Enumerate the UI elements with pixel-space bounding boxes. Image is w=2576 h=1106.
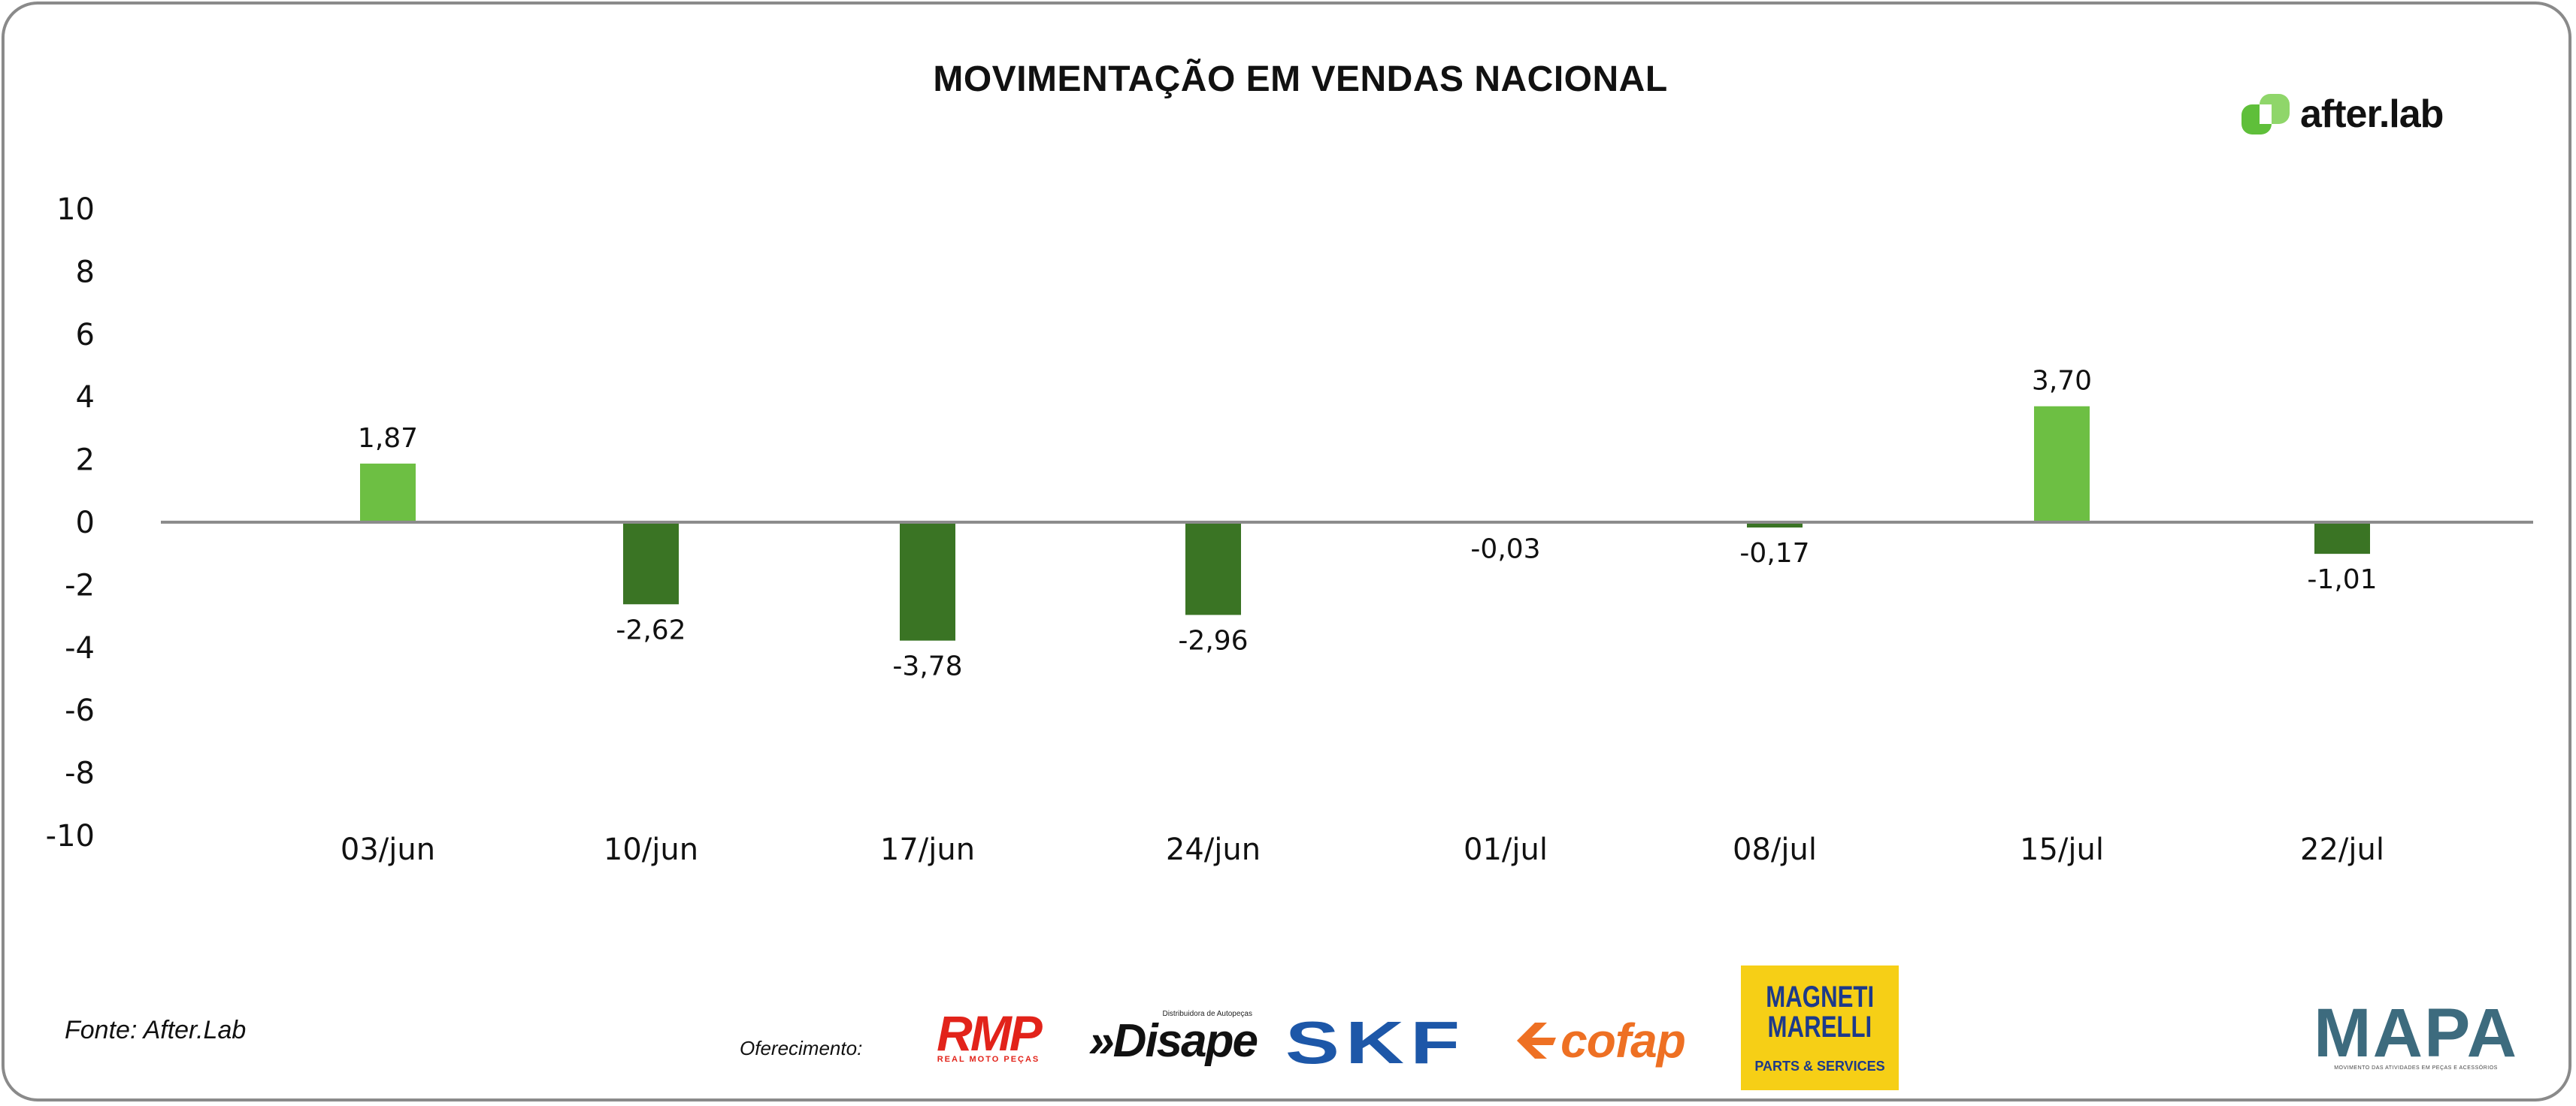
- bar: [2314, 522, 2370, 555]
- skf-logo-text: SKF: [1285, 1009, 1467, 1076]
- rmp-logo-tagline: REAL MOTO PEÇAS: [937, 1055, 1040, 1064]
- y-tick-label: 6: [76, 318, 95, 352]
- bar: [1747, 522, 1803, 528]
- magneti-logo-tagline: PARTS & SERVICES: [1754, 1058, 1885, 1074]
- skf-logo: SKF: [1278, 1009, 1473, 1076]
- x-tick-label: 24/jun: [1166, 833, 1261, 867]
- chart-title: MOVIMENTAÇÃO EM VENDAS NACIONAL: [933, 59, 1668, 99]
- x-tick-label: 08/jul: [1733, 833, 1817, 867]
- x-tick-label: 03/jun: [341, 833, 435, 867]
- bar: [623, 522, 679, 605]
- y-tick-label: 4: [76, 380, 95, 415]
- y-tick-label: -6: [65, 694, 95, 728]
- magneti-logo-line1: MAGNETI: [1766, 980, 1874, 1014]
- rmp-logo-text: RMP: [937, 1005, 1043, 1061]
- bar: [1185, 522, 1241, 615]
- x-tick-label: 10/jun: [604, 833, 698, 867]
- data-label: -0,03: [1470, 533, 1540, 564]
- cofap-mark-icon: [1517, 1023, 1557, 1059]
- bar: [2034, 406, 2090, 522]
- cofap-logo: cofap: [1490, 1014, 1708, 1068]
- disape-logo-text: »Disape: [1088, 1014, 1258, 1067]
- offer-label: Oferecimento:: [740, 1037, 863, 1059]
- data-label: 3,70: [2032, 366, 2092, 397]
- data-label: -2,62: [616, 615, 686, 645]
- y-tick-label: 2: [76, 443, 95, 478]
- y-tick-label: -10: [46, 819, 95, 854]
- cofap-logo-text: cofap: [1560, 1014, 1686, 1068]
- y-tick-label: -8: [65, 757, 95, 791]
- y-tick-label: -2: [65, 568, 95, 603]
- magneti-logo-line2: MARELLI: [1767, 1010, 1872, 1044]
- afterlab-brand: after.lab: [2240, 92, 2444, 137]
- data-label: -3,78: [892, 651, 962, 682]
- bar: [360, 464, 416, 522]
- data-label: -2,96: [1178, 625, 1248, 656]
- afterlab-logo-icon: [2242, 94, 2290, 134]
- x-tick-label: 22/jul: [2300, 833, 2384, 867]
- disape-logo-tagline: Distribuidora de Autopeças: [1162, 1009, 1252, 1018]
- afterlab-brand-name: after.lab: [2300, 92, 2444, 136]
- data-label: 1,87: [358, 423, 418, 454]
- x-tick-label: 01/jul: [1464, 833, 1548, 867]
- mapa-logo-text: MAPA: [2313, 994, 2519, 1071]
- mapa-logo-tagline: MOVIMENTO DAS ATIVIDADES EM PEÇAS E ACES…: [2334, 1065, 2498, 1071]
- y-tick-label: 10: [56, 192, 95, 227]
- data-label: -0,17: [1739, 538, 1809, 569]
- y-tick-label: 8: [76, 255, 95, 289]
- magneti-marelli-logo: MAGNETI MARELLI PARTS & SERVICES: [1741, 965, 1899, 1090]
- x-tick-label: 15/jul: [2020, 833, 2104, 867]
- x-tick-label: 17/jun: [880, 833, 975, 867]
- mapa-logo: MAPA MOVIMENTO DAS ATIVIDADES EM PEÇAS E…: [2313, 994, 2519, 1073]
- bar: [900, 522, 955, 641]
- y-tick-label: 0: [76, 506, 95, 540]
- data-label: -1,01: [2307, 564, 2377, 595]
- y-tick-label: -4: [65, 631, 95, 666]
- disape-logo: Distribuidora de Autopeças »Disape: [1076, 1007, 1258, 1067]
- rmp-logo: RMP REAL MOTO PEÇAS: [922, 1008, 1055, 1067]
- source-note: Fonte: After.Lab: [65, 1016, 247, 1044]
